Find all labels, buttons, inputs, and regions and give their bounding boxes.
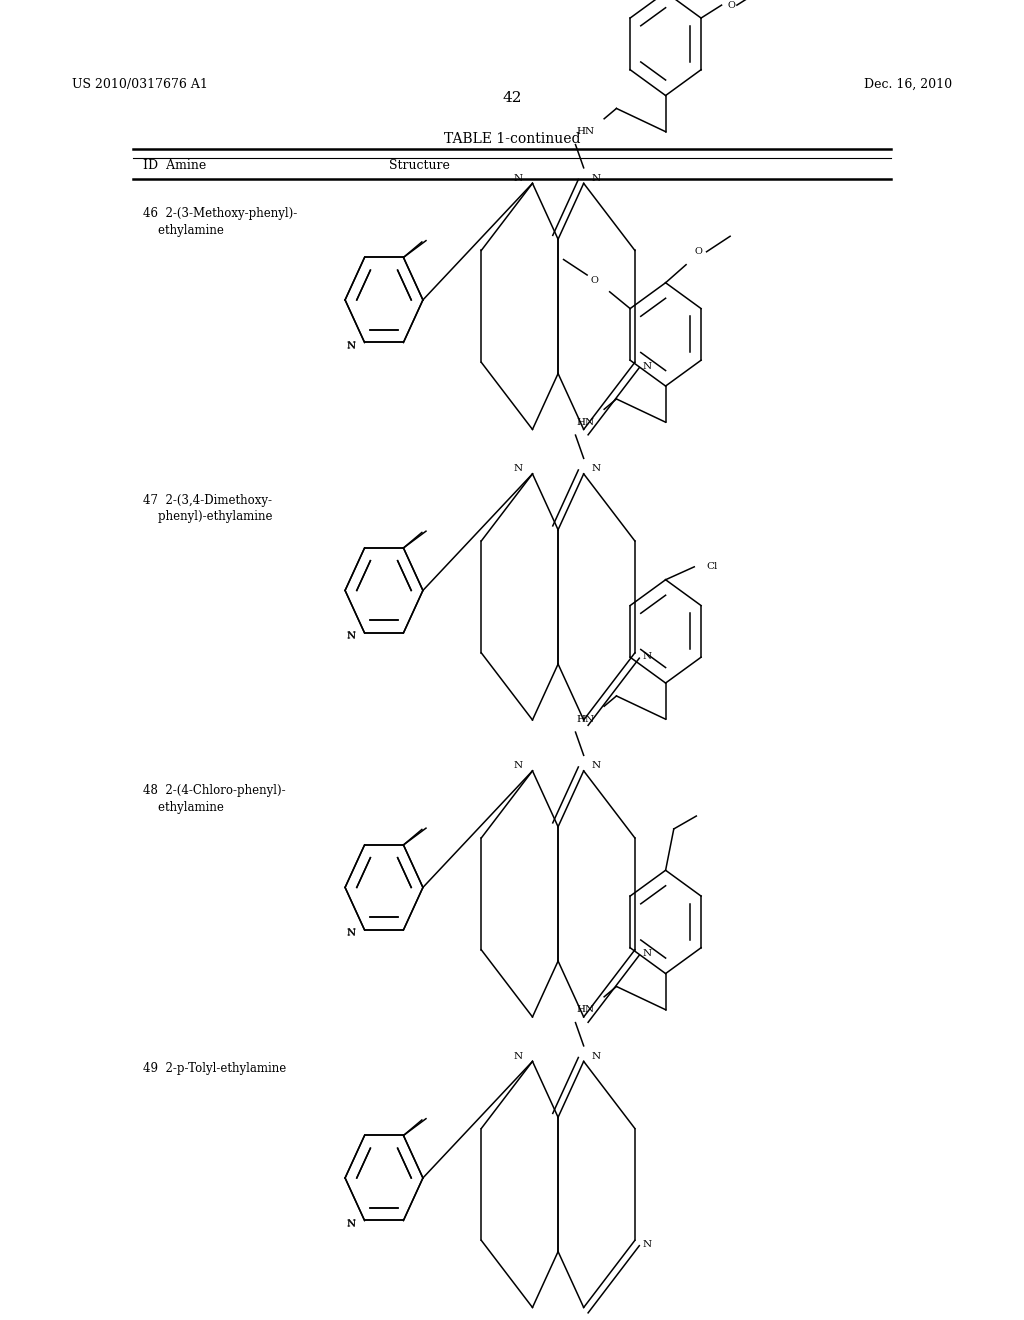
- Text: HN: HN: [577, 417, 595, 426]
- Text: N: N: [592, 762, 600, 770]
- Text: ethylamine: ethylamine: [143, 801, 224, 814]
- Text: O: O: [694, 247, 702, 256]
- Text: US 2010/0317676 A1: US 2010/0317676 A1: [72, 78, 208, 91]
- Text: N: N: [514, 1052, 522, 1061]
- Text: O: O: [728, 0, 735, 9]
- Text: Cl: Cl: [706, 562, 718, 572]
- Text: N: N: [347, 631, 355, 640]
- Text: N: N: [347, 342, 355, 351]
- Text: N: N: [347, 929, 355, 939]
- Text: N: N: [514, 762, 522, 770]
- Text: 49  2-p-Tolyl-ethylamine: 49 2-p-Tolyl-ethylamine: [143, 1061, 287, 1074]
- Text: ID  Amine: ID Amine: [143, 160, 207, 172]
- Text: N: N: [347, 928, 355, 937]
- Text: N: N: [592, 465, 600, 473]
- Text: 42: 42: [502, 91, 522, 104]
- Text: O: O: [591, 276, 598, 285]
- Text: N: N: [347, 632, 355, 642]
- Text: HN: HN: [577, 714, 595, 723]
- Text: TABLE 1-continued: TABLE 1-continued: [443, 132, 581, 147]
- Text: N: N: [514, 174, 522, 182]
- Text: N: N: [643, 652, 651, 661]
- Text: N: N: [347, 1220, 355, 1229]
- Text: N: N: [643, 362, 651, 371]
- Text: HN: HN: [577, 127, 595, 136]
- Text: phenyl)-ethylamine: phenyl)-ethylamine: [143, 511, 272, 524]
- Text: 48  2-(4-Chloro-phenyl)-: 48 2-(4-Chloro-phenyl)-: [143, 784, 286, 797]
- Text: 47  2-(3,4-Dimethoxy-: 47 2-(3,4-Dimethoxy-: [143, 494, 272, 507]
- Text: N: N: [347, 1218, 355, 1228]
- Text: Structure: Structure: [389, 160, 450, 172]
- Text: N: N: [347, 341, 355, 350]
- Text: N: N: [514, 465, 522, 473]
- Text: ethylamine: ethylamine: [143, 224, 224, 236]
- Text: N: N: [643, 1239, 651, 1249]
- Text: HN: HN: [577, 1006, 595, 1014]
- Text: N: N: [592, 174, 600, 182]
- Text: 46  2-(3-Methoxy-phenyl)-: 46 2-(3-Methoxy-phenyl)-: [143, 207, 298, 220]
- Text: N: N: [592, 1052, 600, 1061]
- Text: Dec. 16, 2010: Dec. 16, 2010: [864, 78, 952, 91]
- Text: N: N: [643, 949, 651, 958]
